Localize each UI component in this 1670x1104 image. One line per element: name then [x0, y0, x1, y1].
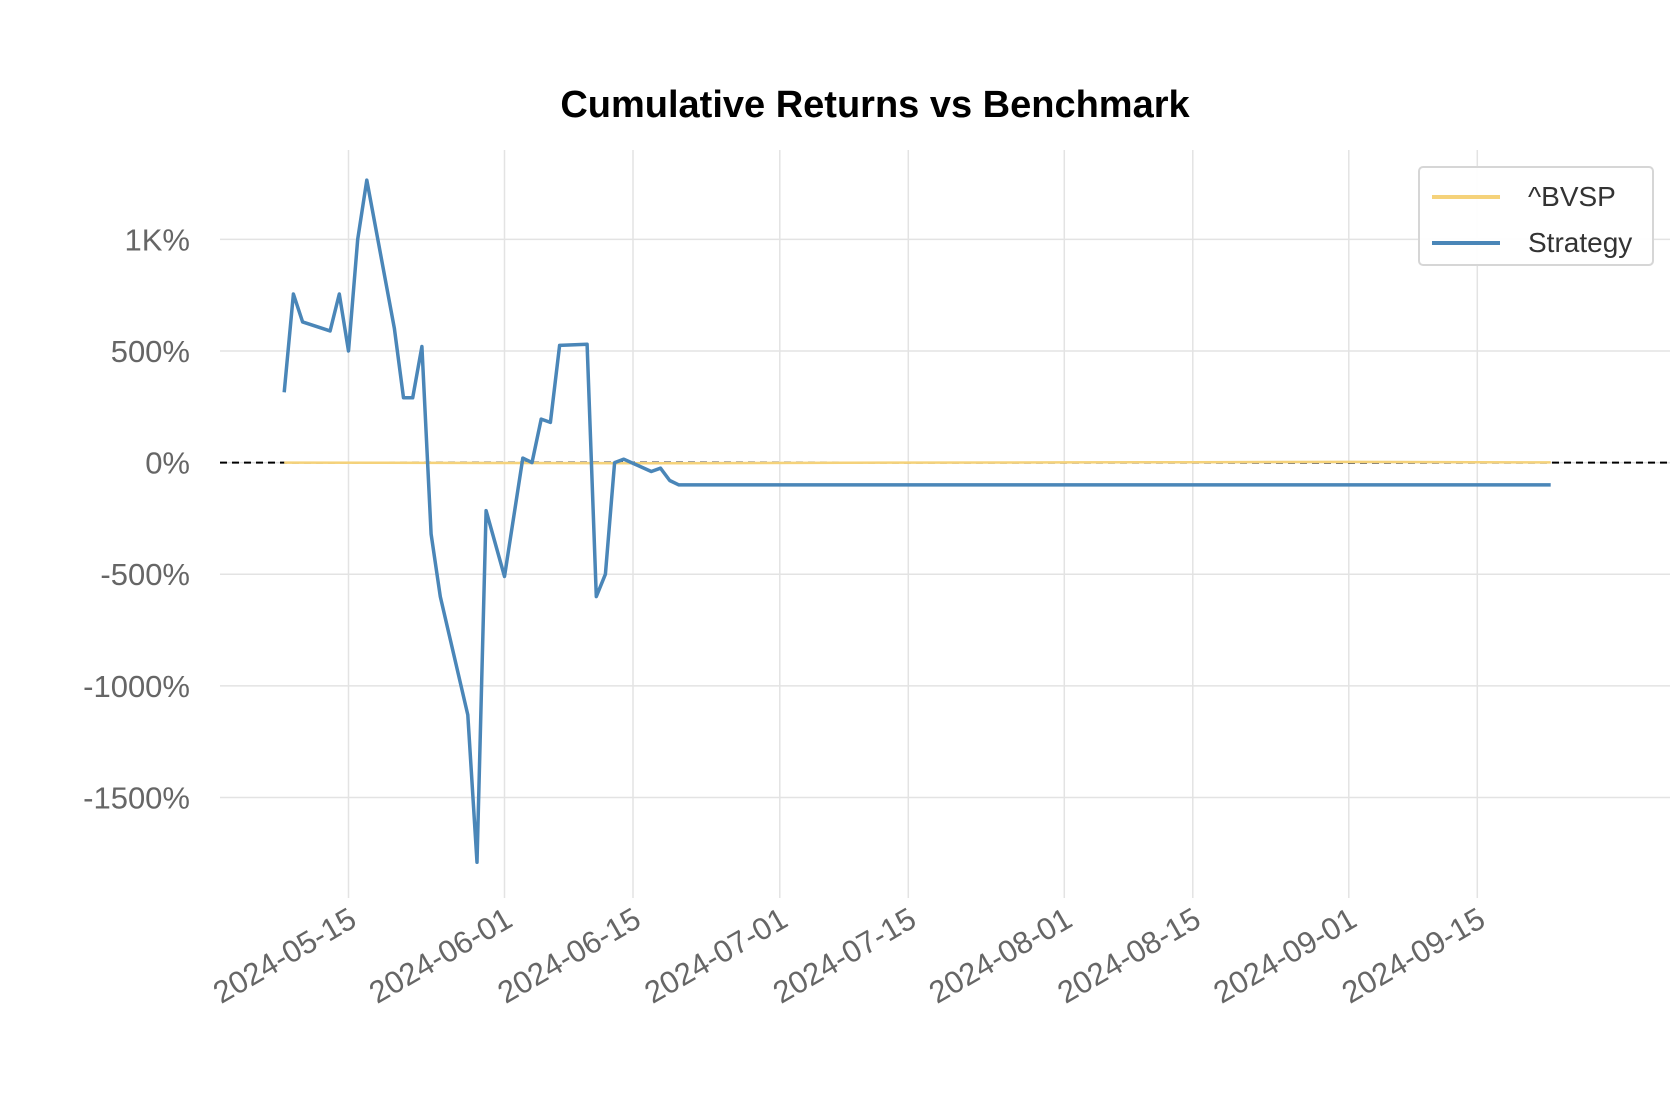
- legend-label-bvsp: ^BVSP: [1528, 181, 1616, 212]
- x-tick-label: 2024-07-15: [767, 901, 922, 1011]
- legend-swatch-strategy: [1432, 241, 1500, 245]
- x-tick-label: 2024-05-15: [207, 901, 362, 1011]
- x-tick-label: 2024-08-15: [1051, 901, 1206, 1011]
- legend-item-bvsp: ^BVSP: [1432, 182, 1652, 212]
- y-tick-label: 0%: [145, 446, 190, 481]
- x-tick-label: 2024-06-01: [363, 901, 518, 1011]
- legend-item-strategy: Strategy: [1432, 228, 1652, 258]
- x-tick-labels: 2024-05-15 2024-06-012024-06-152024-07-01…: [207, 901, 1491, 1011]
- series-line-bvsp: [284, 460, 1551, 465]
- legend-label-strategy: Strategy: [1528, 227, 1633, 258]
- x-tick-label: 2024-06-15: [492, 901, 647, 1011]
- series-line-strategy: [282, 178, 1551, 865]
- x-tick-label: 2024-09-01: [1207, 901, 1362, 1011]
- x-tick-label: 2024-07-01: [638, 901, 793, 1011]
- y-tick-labels: 1K% 500% 0% -500% -1000% -1500%: [83, 222, 190, 815]
- y-tick-label: 1K%: [125, 222, 190, 257]
- series-layer: [282, 178, 1551, 865]
- chart-title: Cumulative Returns vs Benchmark: [560, 84, 1190, 126]
- y-tick-label: -1000%: [83, 669, 190, 704]
- x-tick-label: 2024-08-01: [923, 901, 1078, 1011]
- legend: ^BVSP Strategy: [1418, 166, 1654, 266]
- y-tick-label: 500%: [111, 334, 190, 369]
- y-tick-label: -500%: [100, 557, 190, 592]
- y-tick-label: -1500%: [83, 781, 190, 816]
- x-tick-label: 2024-09-15: [1336, 901, 1491, 1011]
- legend-swatch-bvsp: [1432, 195, 1500, 199]
